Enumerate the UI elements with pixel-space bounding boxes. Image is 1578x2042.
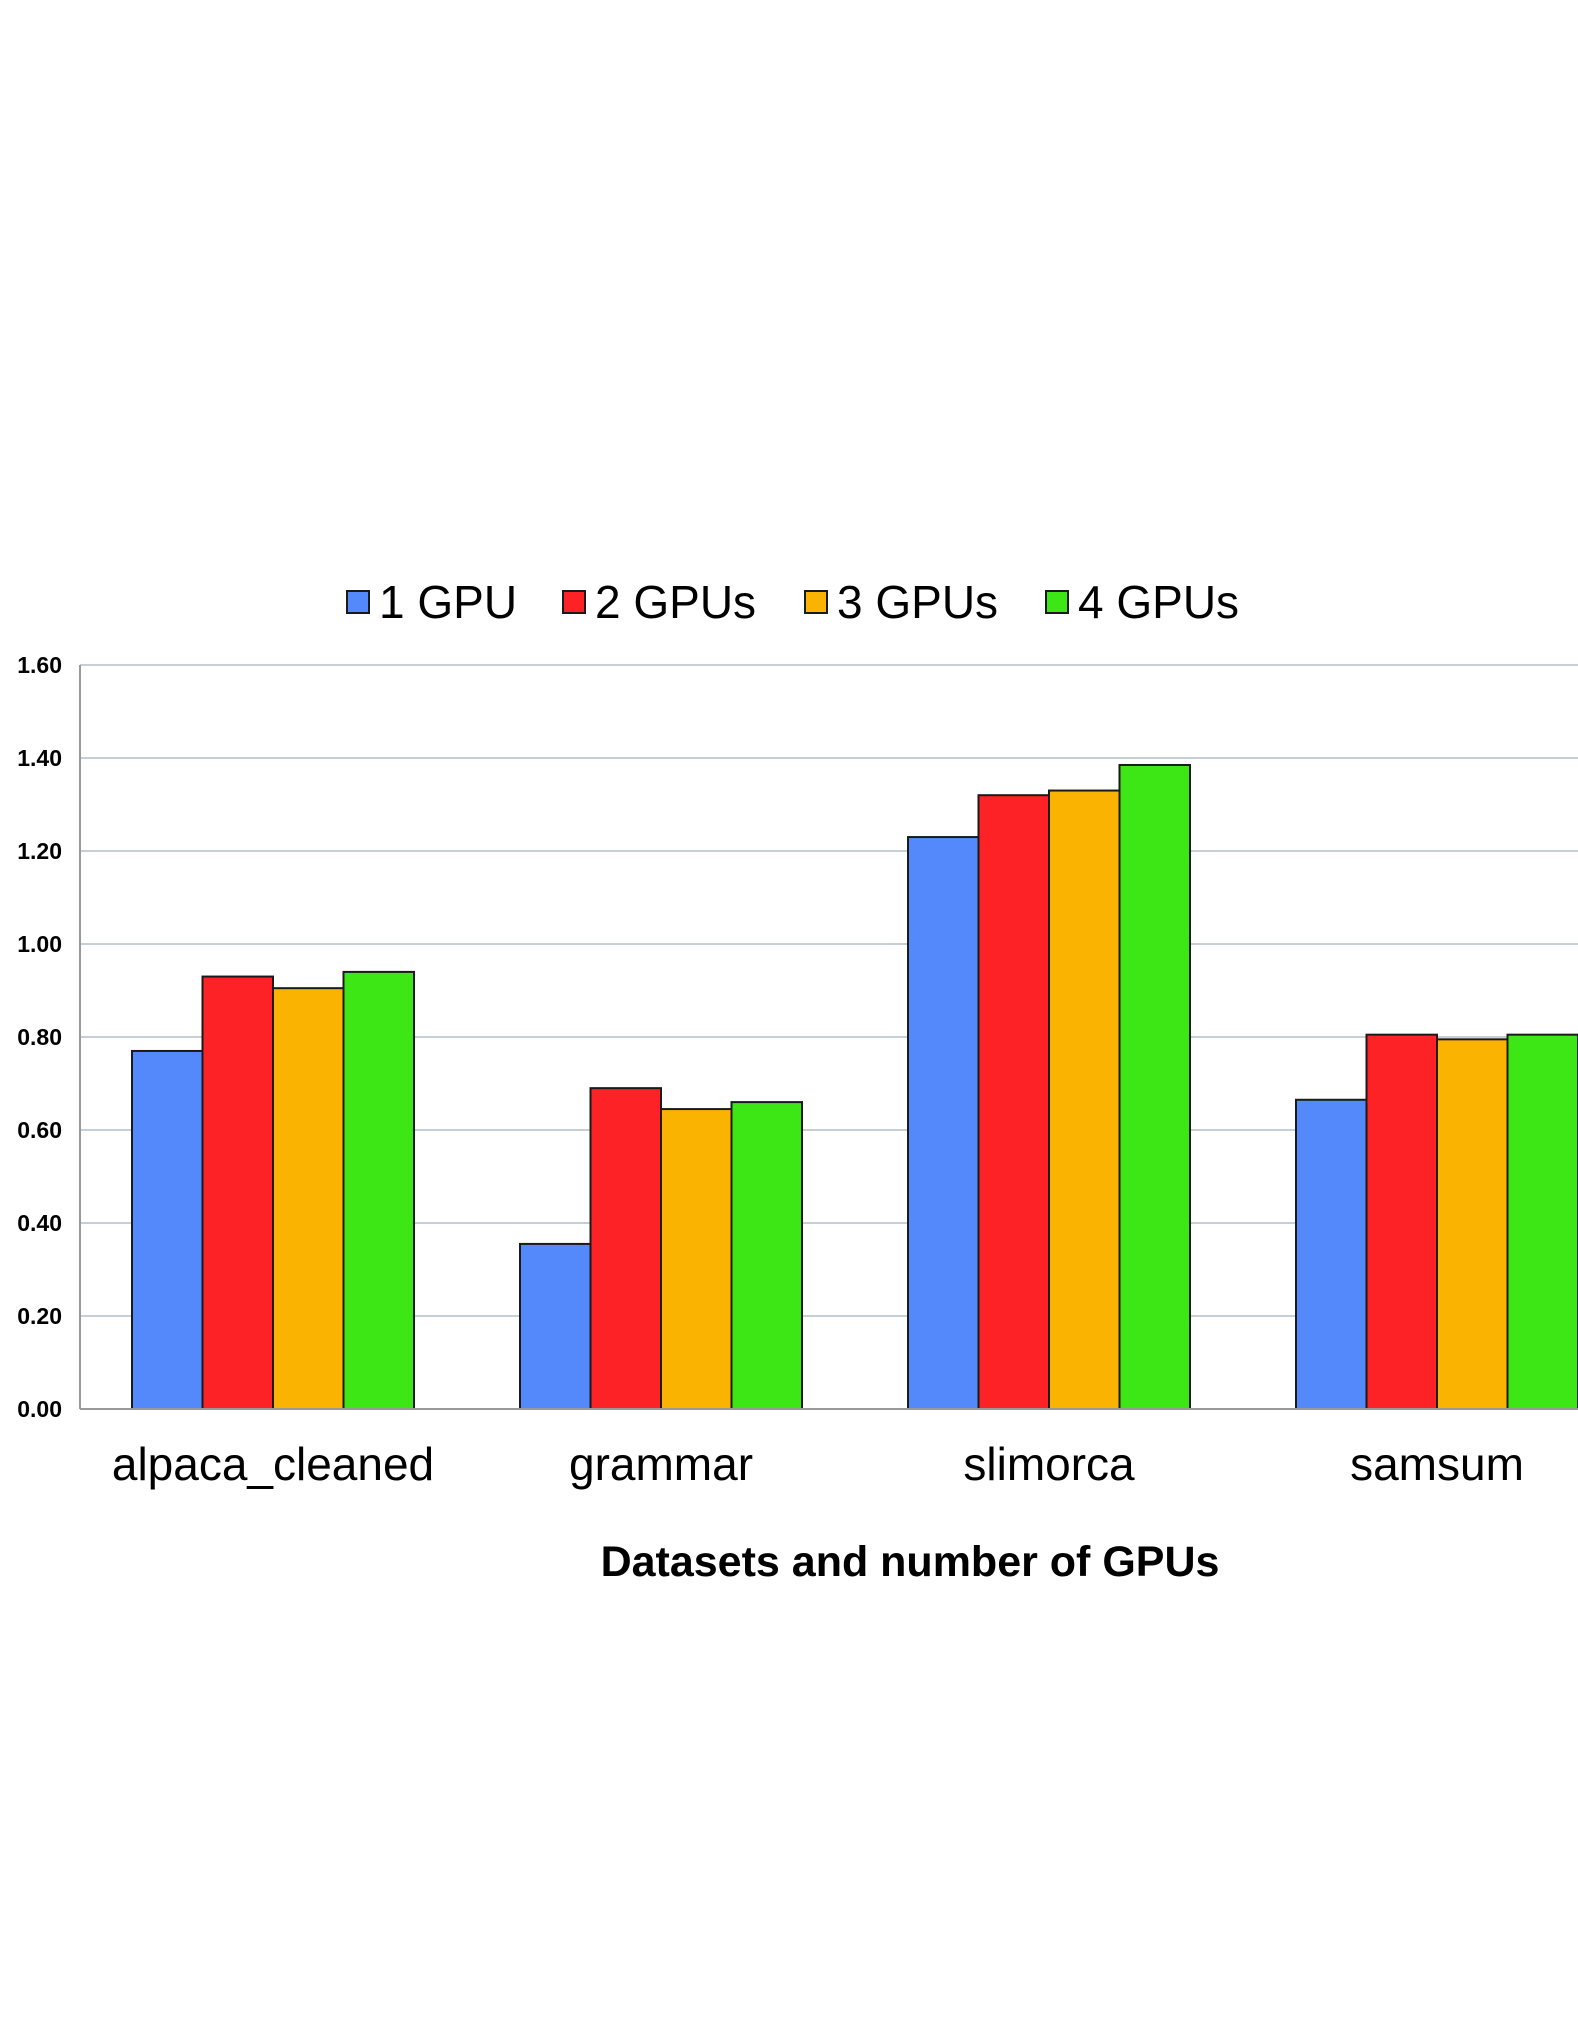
- bar: [660, 1108, 733, 1410]
- y-tick-label: 0.40: [17, 1210, 62, 1236]
- x-category-label: samsum: [1350, 1438, 1524, 1490]
- y-axis-ticks: 0.00 0.20 0.40 0.60 0.80 1.00 1.20 1.40 1.60: [17, 652, 62, 1422]
- legend-swatch: [1045, 590, 1069, 614]
- bar-group-slimorca: [907, 763, 1191, 1410]
- bar: [272, 987, 345, 1410]
- bar-group-grammar: [519, 1087, 803, 1411]
- axes: [79, 665, 1578, 1410]
- legend: 1 GPU 2 GPUs 3 GPUs 4 GPUs: [346, 576, 1239, 628]
- legend-label: 4 GPUs: [1078, 576, 1239, 628]
- legend-item: 1 GPU: [346, 576, 517, 628]
- legend-swatch: [346, 590, 370, 614]
- bar: [1295, 1098, 1368, 1411]
- legend-swatch: [804, 590, 828, 614]
- bar: [1506, 1033, 1578, 1411]
- legend-label: 2 GPUs: [595, 576, 756, 628]
- bar: [342, 970, 415, 1411]
- legend-swatch: [562, 590, 586, 614]
- bar: [730, 1101, 803, 1410]
- bar: [977, 794, 1050, 1410]
- bar-group-alpaca_cleaned: [131, 970, 415, 1411]
- x-category-label: alpaca_cleaned: [112, 1438, 434, 1490]
- x-category-label: slimorca: [963, 1438, 1135, 1490]
- bar: [201, 975, 274, 1410]
- bar: [1436, 1038, 1509, 1410]
- legend-item: 3 GPUs: [804, 576, 998, 628]
- legend-item: 2 GPUs: [562, 576, 756, 628]
- bars: [131, 763, 1578, 1411]
- bar: [1118, 763, 1191, 1410]
- bar: [907, 836, 980, 1410]
- y-tick-label: 1.00: [17, 931, 62, 957]
- bar: [131, 1049, 204, 1410]
- bar: [1365, 1033, 1438, 1411]
- legend-item: 4 GPUs: [1045, 576, 1239, 628]
- x-axis-title: Datasets and number of GPUs: [601, 1538, 1220, 1586]
- y-tick-label: 0.00: [17, 1396, 62, 1422]
- bar-group-samsum: [1295, 1033, 1578, 1411]
- x-category-label: grammar: [569, 1438, 753, 1490]
- x-axis-categories: alpaca_cleaned grammar slimorca samsum: [112, 1438, 1524, 1490]
- y-tick-label: 1.40: [17, 745, 62, 771]
- bar: [1048, 789, 1121, 1410]
- y-tick-label: 1.60: [17, 652, 62, 678]
- bar: [519, 1242, 592, 1411]
- y-tick-label: 0.60: [17, 1117, 62, 1143]
- legend-label: 1 GPU: [379, 576, 517, 628]
- bar: [589, 1087, 662, 1411]
- y-tick-label: 1.20: [17, 838, 62, 864]
- y-tick-label: 0.80: [17, 1024, 62, 1050]
- y-tick-label: 0.20: [17, 1303, 62, 1329]
- legend-label: 3 GPUs: [837, 576, 998, 628]
